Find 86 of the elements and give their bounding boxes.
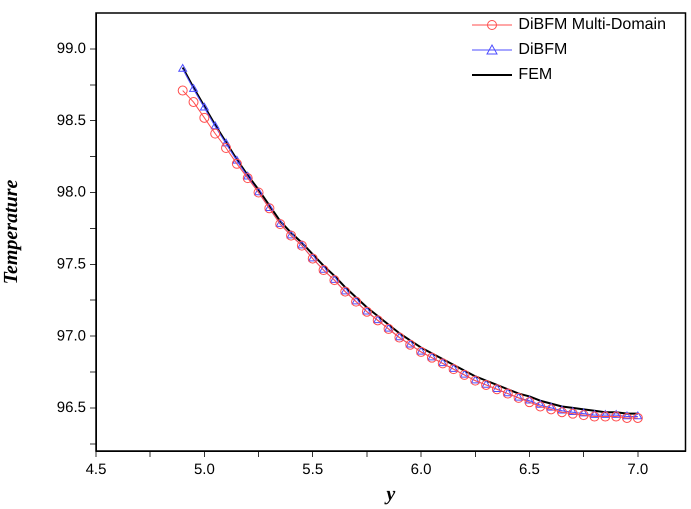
- point: [405, 340, 416, 350]
- x-tick-label: 5.0: [194, 461, 215, 478]
- point: [308, 254, 318, 262]
- point: [579, 408, 588, 416]
- point: [470, 376, 480, 384]
- point: [199, 112, 210, 123]
- point: [340, 286, 350, 297]
- point: [525, 396, 534, 404]
- point: [395, 332, 404, 340]
- point: [254, 188, 264, 198]
- point: [428, 352, 436, 360]
- point: [612, 410, 621, 418]
- point: [524, 397, 534, 408]
- y-axis-title: Temperature: [0, 179, 22, 284]
- point: [546, 404, 556, 414]
- point: [308, 254, 318, 264]
- x-tick-label: 4.5: [86, 461, 106, 478]
- point: [492, 384, 502, 394]
- point: [449, 364, 458, 372]
- point: [243, 172, 252, 180]
- point: [611, 412, 622, 422]
- point: [210, 121, 220, 130]
- legend-label: DiBFM Multi-Domain: [518, 16, 666, 34]
- point: [189, 84, 198, 92]
- point: [178, 64, 188, 72]
- point: [351, 296, 362, 307]
- point: [200, 102, 209, 111]
- point: [558, 406, 566, 414]
- point: [362, 306, 372, 317]
- x-tick-label: 6.0: [410, 461, 432, 478]
- point: [286, 230, 296, 241]
- point: [448, 364, 459, 374]
- point: [492, 384, 502, 392]
- y-tick-label: 98.0: [56, 184, 86, 201]
- point: [622, 412, 632, 420]
- point: [275, 219, 286, 230]
- point: [426, 352, 437, 363]
- legend-label: DiBFM: [518, 40, 568, 58]
- point: [600, 410, 610, 418]
- point: [286, 230, 296, 238]
- point: [319, 265, 328, 273]
- point: [222, 138, 230, 146]
- y-tick-label: 98.5: [56, 112, 86, 129]
- point: [556, 407, 567, 418]
- point: [329, 275, 340, 286]
- point: [568, 407, 578, 415]
- x-tick-label: 7.0: [627, 461, 648, 478]
- point: [242, 173, 253, 184]
- point: [600, 412, 610, 422]
- point: [221, 142, 232, 153]
- point: [276, 219, 285, 227]
- point: [589, 412, 600, 422]
- point: [188, 97, 199, 108]
- point: [297, 240, 306, 248]
- point: [568, 408, 578, 419]
- point: [578, 410, 589, 420]
- y-tick-label: 99.0: [56, 40, 86, 58]
- y-tick-label: 97.5: [56, 255, 86, 272]
- point: [502, 388, 513, 399]
- point: [232, 158, 242, 169]
- point: [633, 412, 642, 420]
- point: [406, 340, 415, 348]
- x-axis-title: y: [384, 483, 396, 506]
- point: [470, 376, 480, 386]
- point: [622, 412, 632, 423]
- point: [296, 240, 307, 251]
- point: [536, 400, 545, 408]
- point: [362, 306, 372, 314]
- point: [632, 412, 643, 423]
- x-tick-label: 6.5: [519, 461, 540, 478]
- point: [352, 296, 360, 304]
- point: [178, 86, 188, 96]
- point: [340, 286, 350, 294]
- point: [330, 275, 339, 283]
- point: [232, 156, 242, 164]
- point: [318, 265, 329, 276]
- y-tick-label: 97.0: [56, 327, 86, 344]
- point: [210, 128, 220, 139]
- legend-label: FEM: [518, 66, 552, 84]
- point: [546, 402, 556, 411]
- point: [535, 401, 546, 412]
- point: [590, 410, 599, 418]
- point: [394, 332, 404, 343]
- point: [503, 388, 512, 396]
- x-tick-label: 5.5: [302, 461, 324, 478]
- y-tick-label: 96.5: [56, 399, 86, 416]
